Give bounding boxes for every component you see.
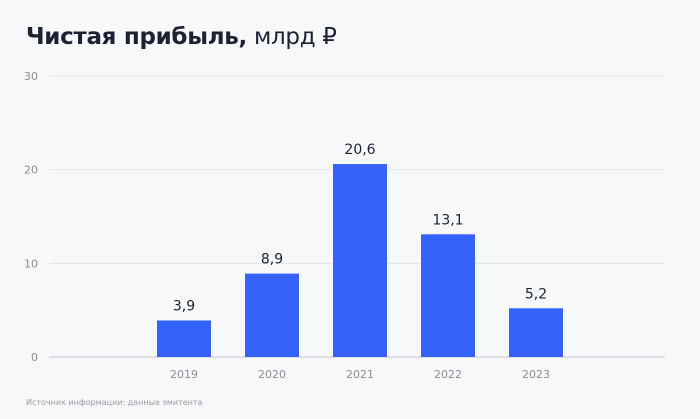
source-note: Источник информации: данные эмитента <box>26 398 203 407</box>
x-tick-label: 2019 <box>170 368 198 381</box>
x-tick-label: 2023 <box>522 368 550 381</box>
y-tick-label: 20 <box>24 164 38 177</box>
bar-2019 <box>157 320 211 357</box>
data-label: 5,2 <box>525 286 547 302</box>
title-unit: млрд ₽ <box>253 24 337 50</box>
y-tick-label: 30 <box>24 70 38 83</box>
data-label: 8,9 <box>261 252 283 268</box>
bar-2021 <box>333 164 387 357</box>
chart-title: Чистая прибыль, млрд ₽ <box>26 24 337 50</box>
x-tick-label: 2020 <box>258 368 286 381</box>
x-tick-label: 2021 <box>346 368 374 381</box>
bar-2023 <box>509 308 563 357</box>
y-tick-label: 0 <box>31 351 38 364</box>
data-label: 20,6 <box>344 142 375 158</box>
y-tick-label: 10 <box>24 257 38 270</box>
data-label: 13,1 <box>432 212 463 228</box>
title-main: Чистая прибыль, <box>26 24 247 50</box>
bar-2022 <box>421 234 475 357</box>
bar-2020 <box>245 273 299 357</box>
x-tick-label: 2022 <box>434 368 462 381</box>
data-label: 3,9 <box>173 298 195 314</box>
